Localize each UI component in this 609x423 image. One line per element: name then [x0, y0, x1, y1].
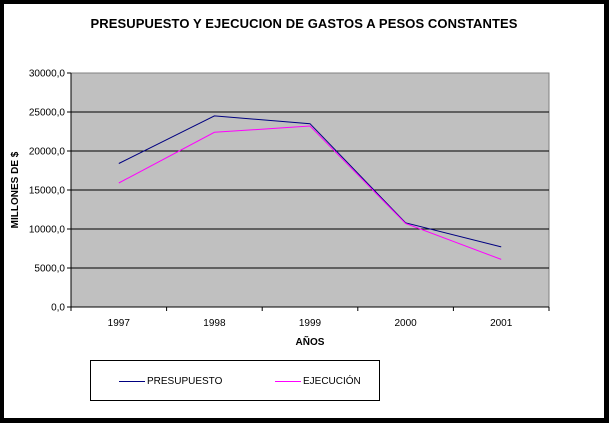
y-tick-label-4: 20000,0: [29, 147, 66, 158]
y-tick-label-6: 30000,0: [29, 69, 66, 80]
series-line-2: [118, 125, 502, 260]
x-tick-label-2000: 2000: [394, 318, 417, 329]
y-tick-label-0: 0,0: [51, 303, 65, 314]
legend: PRESUPUESTO EJECUCIÓN: [90, 360, 380, 401]
legend-item-series-1: PRESUPUESTO: [119, 374, 222, 388]
x-tick-label-2001: 2001: [490, 318, 513, 329]
x-axis-title: AÑOS: [296, 335, 325, 348]
y-tick-label-1: 5000,0: [34, 264, 65, 275]
series-line-1: [118, 115, 502, 248]
legend-swatch-series-2: [275, 380, 301, 382]
legend-label-series-1: PRESUPUESTO: [147, 375, 223, 387]
x-tick-label-1999: 1999: [299, 318, 322, 329]
line-chart: 0,0 5000,0 10000,0 15000,0 20000,0 25000,0 300…: [10, 69, 550, 348]
x-tick-label-1998: 1998: [203, 318, 226, 329]
y-tick-label-2: 10000,0: [29, 225, 66, 236]
legend-label-series-2: EJECUCIÓN: [303, 375, 361, 387]
chart-area: PRESUPUESTO Y EJECUCION DE GASTOS A PESO…: [4, 4, 604, 418]
x-tick-label-1997: 1997: [108, 318, 131, 329]
legend-swatch-series-1: [119, 380, 145, 382]
y-tick-label-5: 25000,0: [29, 108, 66, 119]
y-tick-label-3: 15000,0: [29, 186, 66, 197]
chart-title: PRESUPUESTO Y EJECUCION DE GASTOS A PESO…: [90, 16, 518, 31]
y-axis-title: MILLONES DE $: [10, 151, 21, 228]
legend-item-series-2: EJECUCIÓN: [275, 374, 361, 388]
